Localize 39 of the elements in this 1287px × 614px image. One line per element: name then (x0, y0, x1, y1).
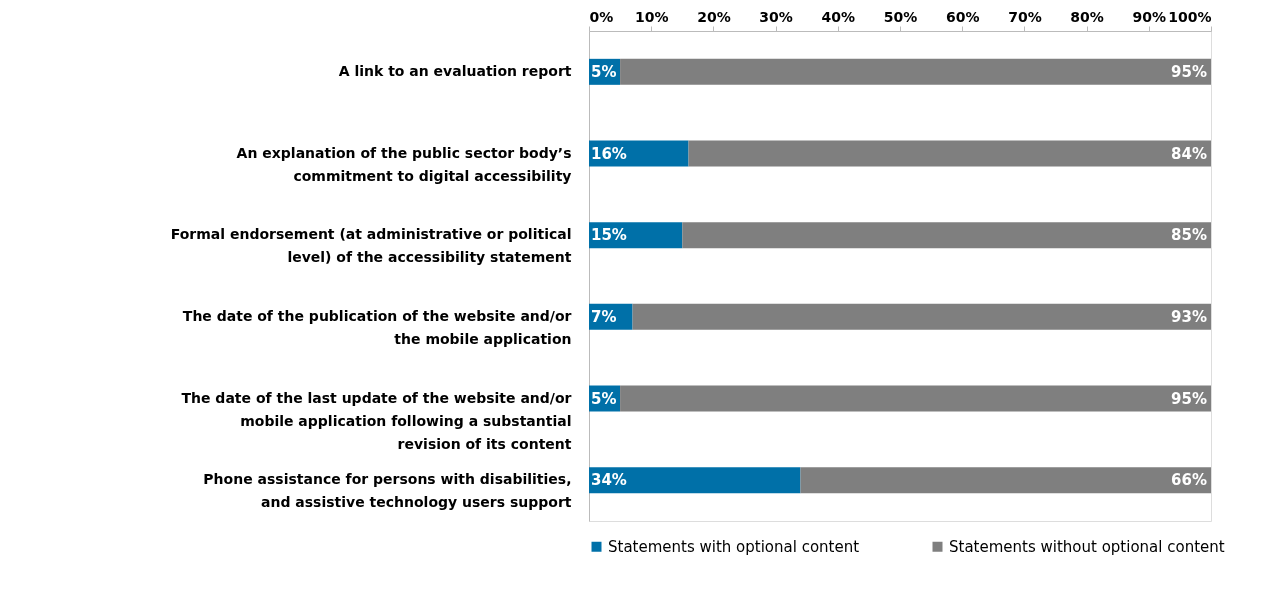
bar (800, 467, 1211, 494)
x-tick-label: 100% (1168, 8, 1212, 25)
data-label: 16% (591, 144, 627, 163)
x-tick-label: 60% (945, 8, 980, 25)
bar (682, 222, 1211, 249)
x-tick-label: 20% (697, 8, 731, 25)
x-tick-label: 0% (589, 8, 614, 25)
bar (589, 140, 689, 167)
data-label: 93% (1171, 307, 1207, 326)
x-tick-label: 80% (1070, 8, 1104, 25)
bar (589, 467, 801, 494)
data-label: 84% (1171, 144, 1207, 163)
bar (620, 385, 1211, 412)
y-tick-label: The date of the last update of the website and/or mobile application following a substantial revision of its content (181, 389, 572, 452)
y-tick-label: A link to an evaluation report (338, 62, 572, 79)
data-label: 66% (1171, 471, 1207, 490)
y-tick-label: The date of the publication of the website and/or the mobile application (182, 307, 572, 347)
data-label: 85% (1171, 226, 1207, 245)
bar (688, 140, 1211, 167)
data-label: 5% (591, 62, 617, 81)
x-tick-label: 30% (759, 8, 793, 25)
data-label: 5% (591, 389, 617, 408)
x-tick-label: 40% (821, 8, 856, 25)
data-label: 7% (591, 307, 617, 326)
data-label: 34% (591, 471, 627, 490)
data-label: 15% (591, 226, 627, 245)
y-tick-label: Phone assistance for persons with disabilities, and assistive technology users support (203, 471, 572, 511)
y-tick-label: An explanation of the public sector body’s commitment to digital accessibility (236, 144, 572, 184)
legend-label: Statements without optional content (949, 537, 1225, 556)
legend-label: Statements with optional content (608, 537, 860, 556)
bar (632, 303, 1211, 330)
x-tick-label: 50% (883, 8, 918, 25)
bar (620, 58, 1211, 85)
data-label: 95% (1171, 389, 1207, 408)
x-tick-label: 90% (1132, 8, 1167, 25)
data-label: 95% (1171, 62, 1207, 81)
x-tick-label: 10% (634, 8, 669, 25)
y-tick-label: Formal endorsement (at administrative or political level) of the accessibility statement (170, 226, 572, 266)
x-tick-label: 70% (1008, 8, 1042, 25)
